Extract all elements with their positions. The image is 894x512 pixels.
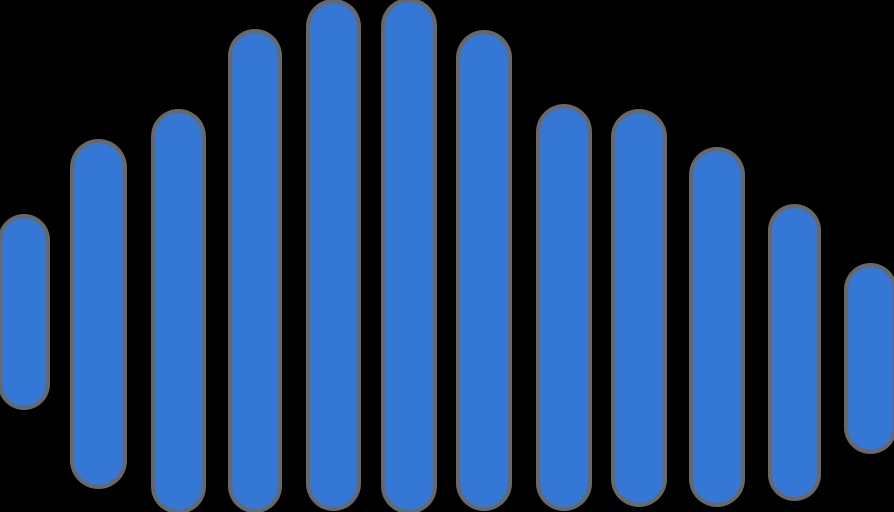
waveform-bar-4 xyxy=(232,33,278,509)
waveform-bar-9 xyxy=(615,113,663,503)
waveform-bar-1 xyxy=(2,218,46,406)
waveform-bar-5 xyxy=(310,3,357,507)
waveform-bar-12 xyxy=(848,267,893,450)
waveform-bar-8 xyxy=(540,108,588,507)
waveform-bar-2 xyxy=(74,143,123,485)
waveform-bar-7 xyxy=(460,34,508,507)
waveform-bar-6 xyxy=(385,2,433,510)
waveform-bar-3 xyxy=(155,113,202,510)
waveform-bar-10 xyxy=(693,151,741,503)
waveform-bar-11 xyxy=(772,208,817,497)
